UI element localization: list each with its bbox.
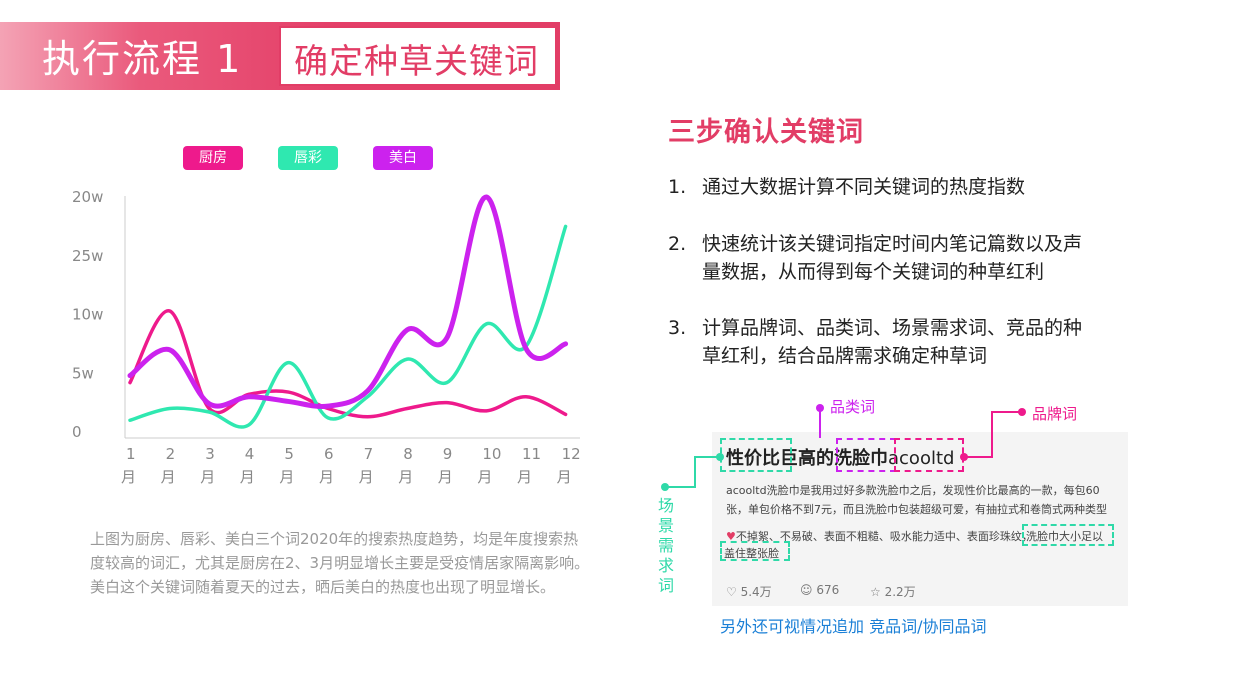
x-tick-unit: 月 <box>557 468 572 486</box>
x-tick-label: 6 <box>324 445 334 463</box>
series-lines <box>127 194 569 429</box>
x-tick-label: 9 <box>443 445 453 463</box>
y-ticks: 0 5w 10w 25w 20w <box>72 188 103 441</box>
page-subtitle: 确定种草关键词 <box>294 42 539 82</box>
x-tick-label: 4 <box>245 445 255 463</box>
x-tick-unit: 月 <box>319 468 334 486</box>
legend-item-lipgloss: 唇彩 <box>278 146 338 170</box>
step-text: 快速统计该关键词指定时间内笔记篇数以及声 <box>702 233 1083 255</box>
scene-phrase-box-2 <box>720 541 790 561</box>
stat-favorites: ☆ 2.2万 <box>870 585 916 599</box>
heart-outline-icon: ♡ <box>726 585 737 599</box>
step-text: 通过大数据计算不同关键词的热度指数 <box>702 176 1026 198</box>
step-2: 2. 快速统计该关键词指定时间内笔记篇数以及声 量数据，从而得到每个关键词的种草红… <box>668 230 1188 286</box>
x-tick-label: 10 <box>482 445 501 463</box>
note-card: 性价比巨高的洗脸巾acooltd acooltd洗脸巾是我用过好多款洗脸巾之后，… <box>712 432 1128 606</box>
x-tick-unit: 月 <box>438 468 453 486</box>
x-tick-unit: 月 <box>240 468 255 486</box>
card-text-line: 张，单包价格不到7元，而且洗脸巾包装超级可爱，有抽拉式和卷筒式两种类型 <box>726 503 1107 516</box>
trend-chart: 0 5w 10w 25w 20w 1 月 2 月 3 月 4 月 5 月 6 月 7 月 8 月 9 月 10 月 11 月 12 月 <box>72 188 581 486</box>
x-tick-unit: 月 <box>200 468 215 486</box>
x-tick-unit: 月 <box>121 468 136 486</box>
comment-icon: ☺ <box>800 583 813 597</box>
stat-comments: ☺ 676 <box>800 583 840 597</box>
tag-category-word: 品类词 <box>830 398 876 416</box>
x-tick-unit: 月 <box>398 468 413 486</box>
y-tick-label: 10w <box>72 306 103 324</box>
legend-item-kitchen: 厨房 <box>183 146 243 170</box>
scene-phrase-box-1 <box>1022 524 1114 546</box>
step-text: 计算品牌词、品类词、场景需求词、竞品的种 <box>702 317 1083 339</box>
step-text-cont: 草红利，结合品牌需求确定种草词 <box>702 345 988 367</box>
y-tick-label: 25w <box>72 247 103 265</box>
x-tick-label: 1 <box>126 445 136 463</box>
x-tick-label: 8 <box>403 445 413 463</box>
step-text-cont: 量数据，从而得到每个关键词的种草红利 <box>702 261 1045 283</box>
card-highlight-2: 盖住整张脸 <box>724 547 779 560</box>
stat-likes: ♡ 5.4万 <box>726 585 772 599</box>
steps-title: 三步确认关键词 <box>668 117 864 148</box>
step-number: 2. <box>668 233 687 255</box>
card-title-category: 洗脸巾 <box>834 448 888 469</box>
x-tick-unit: 月 <box>279 468 294 486</box>
card-title-scene: 性价比巨高的 <box>726 448 834 469</box>
x-tick-label: 5 <box>284 445 294 463</box>
x-tick-label: 11 <box>522 445 541 463</box>
y-tick-label: 0 <box>72 423 82 441</box>
x-tick-unit: 月 <box>477 468 492 486</box>
card-title: 性价比巨高的洗脸巾acooltd <box>726 444 954 470</box>
series-line-1 <box>128 309 568 419</box>
x-tick-unit: 月 <box>359 468 374 486</box>
connector-lines <box>661 404 1026 491</box>
x-ticks: 1 月 2 月 3 月 4 月 5 月 6 月 7 月 8 月 9 月 10 月 11 月 12 月 <box>121 445 581 486</box>
step-1: 1. 通过大数据计算不同关键词的热度指数 <box>668 173 1188 201</box>
x-tick-label: 3 <box>205 445 215 463</box>
x-tick-label: 12 <box>562 445 581 463</box>
step-number: 3. <box>668 317 687 339</box>
page-title: 执行流程 1 <box>42 37 243 81</box>
legend-item-whitening: 美白 <box>373 146 433 170</box>
series-line-2 <box>128 224 568 429</box>
card-text-line: acooltd洗脸巾是我用过好多款洗脸巾之后，发现性价比最高的一款，每包60 <box>726 484 1100 497</box>
chart-caption: 上图为厨房、唇彩、美白三个词2020年的搜索热度趋势，均是年度搜索热度较高的词汇… <box>90 530 590 596</box>
subtitle-box <box>279 26 557 86</box>
series-line-3 <box>127 194 569 410</box>
heart-icon: ♥ <box>726 530 736 543</box>
y-tick-label: 5w <box>72 364 94 382</box>
tag-brand-word: 品牌词 <box>1032 405 1078 423</box>
x-tick-label: 2 <box>166 445 176 463</box>
step-3: 3. 计算品牌词、品类词、场景需求词、竞品的种 草红利，结合品牌需求确定种草词 <box>668 314 1188 370</box>
card-title-brand: acooltd <box>888 448 955 469</box>
x-tick-unit: 月 <box>161 468 176 486</box>
step-number: 1. <box>668 176 687 198</box>
x-tick-label: 7 <box>364 445 374 463</box>
tag-scene-word: 场景需求词 <box>657 496 674 595</box>
x-tick-unit: 月 <box>517 468 532 486</box>
extra-note: 另外还可视情况追加 竞品词/协同品词 <box>720 617 987 636</box>
star-icon: ☆ <box>870 585 881 599</box>
card-highlight-1: 洗脸巾大小足以 <box>1026 530 1103 543</box>
card-text-line: ♥不掉絮、不易破、表面不粗糙、吸水能力适中、表面珍珠纹， <box>726 530 1033 543</box>
y-tick-label: 20w <box>72 188 103 206</box>
